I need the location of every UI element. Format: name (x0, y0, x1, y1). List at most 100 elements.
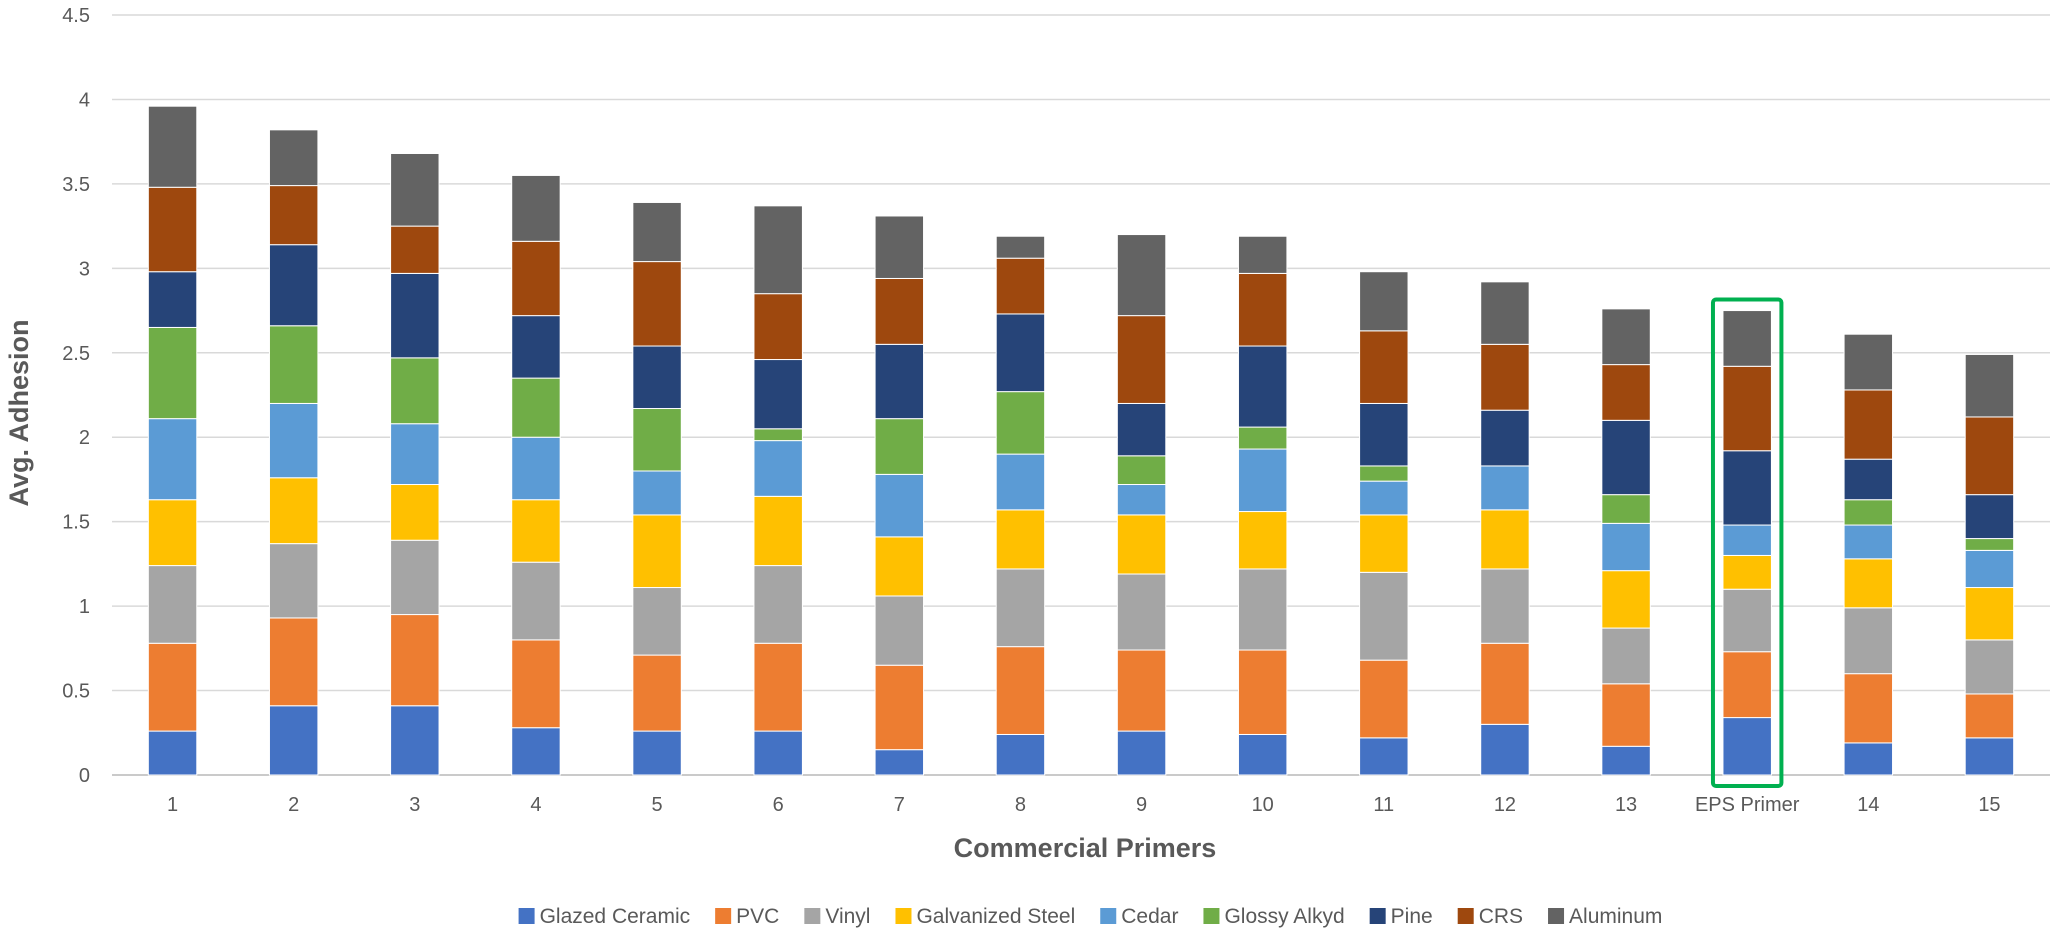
bar-segment (1237, 511, 1288, 570)
bar-segment (1116, 315, 1167, 404)
bar-segment (147, 642, 198, 732)
bar-segment (511, 174, 561, 242)
bar-segment (995, 509, 1046, 570)
bars (147, 105, 2015, 776)
bar-segment (1237, 272, 1288, 347)
bar-segment (1480, 568, 1530, 644)
bar-segment (1843, 742, 1894, 776)
legend-label: Cedar (1121, 905, 1178, 928)
bar-segment (632, 470, 682, 516)
x-tick-label: 3 (409, 794, 420, 816)
bar-stack (632, 201, 682, 776)
bar-segment (1116, 455, 1167, 486)
bar-segment (511, 315, 561, 379)
bar-segment (511, 639, 561, 729)
bar-segment (1964, 416, 2015, 496)
bar-segment (268, 543, 319, 619)
highlight-layer (1710, 297, 1784, 788)
legend-item: Cedar (1100, 905, 1178, 928)
legend-swatch (1457, 908, 1474, 924)
bar-segment (511, 727, 561, 776)
bar-segment (1116, 573, 1167, 651)
y-tick-label: 4.5 (62, 5, 90, 27)
bar-segment (147, 499, 198, 567)
bar-stack (1116, 234, 1167, 776)
bar-segment (632, 345, 682, 410)
bar-segment (390, 272, 440, 359)
bar-segment (1964, 549, 2015, 589)
bar-segment (390, 539, 440, 616)
bar-segment (995, 733, 1046, 776)
x-tick-label: 14 (1857, 794, 1879, 816)
x-axis-tick-labels: 1 2 3 4 5 6 7 8 9 10 11 12 13 EPS Primer 14 15 (167, 794, 2001, 816)
bar-segment (753, 730, 803, 776)
x-tick-label: EPS Primer (1695, 794, 1800, 816)
bar-segment (1359, 514, 1409, 573)
bar-segment (1964, 639, 2015, 695)
bar-segment (1359, 659, 1409, 739)
bar-stack (147, 105, 198, 776)
legend-swatch (1369, 908, 1386, 924)
bar-segment (1237, 733, 1288, 776)
bar-segment (1722, 554, 1772, 590)
bar-segment (147, 326, 198, 420)
bar-segment (1601, 494, 1651, 524)
x-tick-label: 7 (894, 794, 905, 816)
bar-segment (1237, 345, 1288, 428)
x-tick-label: 12 (1494, 794, 1516, 816)
bar-stack (511, 174, 561, 776)
bar-segment (995, 391, 1046, 455)
legend-label: Glazed Ceramic (540, 905, 691, 928)
bar-segment (268, 477, 319, 545)
legend-swatch (1100, 908, 1117, 924)
bar-segment (147, 271, 198, 328)
bar-segment (1964, 353, 2015, 418)
bar-segment (1722, 450, 1772, 526)
bar-segment (511, 561, 561, 641)
highlight-box (1710, 297, 1784, 788)
bar-segment (1359, 737, 1409, 776)
bar-segment (1722, 651, 1772, 719)
bar-segment (1480, 409, 1530, 467)
bar-segment (1964, 693, 2015, 739)
legend-label: Glossy Alkyd (1224, 905, 1344, 928)
legend-label: PVC (736, 905, 779, 928)
bar-segment (1601, 364, 1651, 421)
bar-stack (1722, 310, 1772, 776)
y-tick-label: 4 (79, 89, 90, 111)
bar-segment (1480, 723, 1530, 776)
x-tick-label: 11 (1373, 794, 1394, 816)
y-tick-label: 1.5 (62, 512, 90, 534)
bar-segment (1237, 426, 1288, 450)
legend-item: PVC (715, 905, 779, 928)
bar-segment (1601, 627, 1651, 685)
bar-segment (632, 514, 682, 589)
bar-segment (874, 595, 925, 666)
bar-segment (1480, 281, 1530, 345)
bar-segment (1722, 365, 1772, 452)
bar-segment (1359, 330, 1409, 404)
bar-segment (1116, 484, 1167, 516)
x-tick-label: 13 (1615, 794, 1637, 816)
bar-segment (995, 646, 1046, 735)
legend-label: Aluminum (1569, 905, 1662, 928)
bar-segment (632, 654, 682, 732)
legend-swatch (804, 908, 821, 924)
y-tick-label: 0.5 (62, 681, 90, 703)
bar-segment (1964, 538, 2015, 551)
bar-segment (390, 484, 440, 541)
bar-stack (995, 235, 1046, 776)
bar-segment (1601, 308, 1651, 366)
x-tick-label: 9 (1136, 794, 1147, 816)
y-tick-label: 1 (79, 596, 90, 618)
bar-segment (147, 418, 198, 501)
bar-segment (753, 205, 803, 295)
bar-segment (1843, 499, 1894, 526)
bar-stack (1843, 333, 1894, 776)
bar-segment (511, 499, 561, 563)
bar-segment (1359, 480, 1409, 516)
bar-segment (874, 418, 925, 475)
bar-segment (1359, 571, 1409, 661)
